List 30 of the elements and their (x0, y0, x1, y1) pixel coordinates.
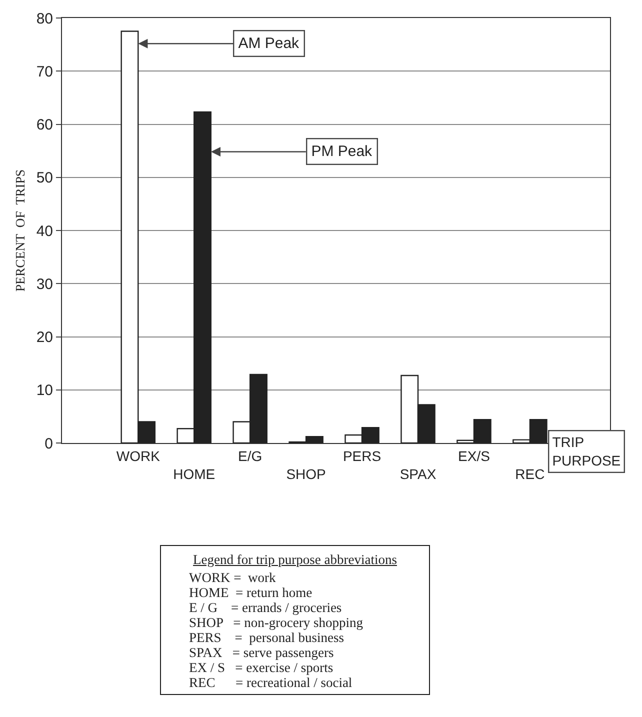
x-tick-label: PERS (342, 448, 382, 464)
x-tick-label: SPAX (400, 466, 437, 482)
text: EX / S = exercise / sports (188, 660, 334, 675)
y-tick-label: 10 (36, 382, 53, 400)
text: WORK = work (188, 570, 277, 585)
x-tick-label: E/G (238, 448, 262, 464)
x-tick-label: WORK (116, 448, 161, 464)
x-axis-title: TRIP PURPOSE (552, 434, 621, 468)
y-tick-label: 50 (36, 170, 53, 187)
text: SHOP = non-grocery shopping (188, 615, 364, 630)
x-tick-label: EX/S (458, 448, 490, 464)
y-tick-label: 30 (36, 276, 53, 293)
y-tick-label: 0 (44, 435, 53, 452)
y-tick-label: 40 (36, 222, 53, 240)
text: SPAX = serve passengers (188, 645, 335, 660)
text: E / G = errands / groceries (188, 600, 343, 615)
x-tick-label: REC (515, 466, 545, 482)
y-tick-label: 20 (36, 329, 53, 346)
text: Legend for trip purpose abbreviations (192, 552, 398, 567)
y-axis-title: PERCENT OF TRIPS (12, 169, 28, 292)
x-tick-label: SHOP (286, 466, 326, 482)
text: PERS = personal business (188, 630, 345, 645)
y-tick-label: 70 (36, 63, 53, 80)
text: REC = recreational / social (188, 675, 354, 690)
text: HOME = return home (188, 585, 314, 600)
text: PM Peak (311, 143, 373, 160)
x-tick-label: HOME (173, 466, 216, 482)
text: AM Peak (238, 35, 300, 52)
y-tick-label: 80 (36, 10, 53, 28)
y-tick-label: 60 (36, 116, 53, 134)
